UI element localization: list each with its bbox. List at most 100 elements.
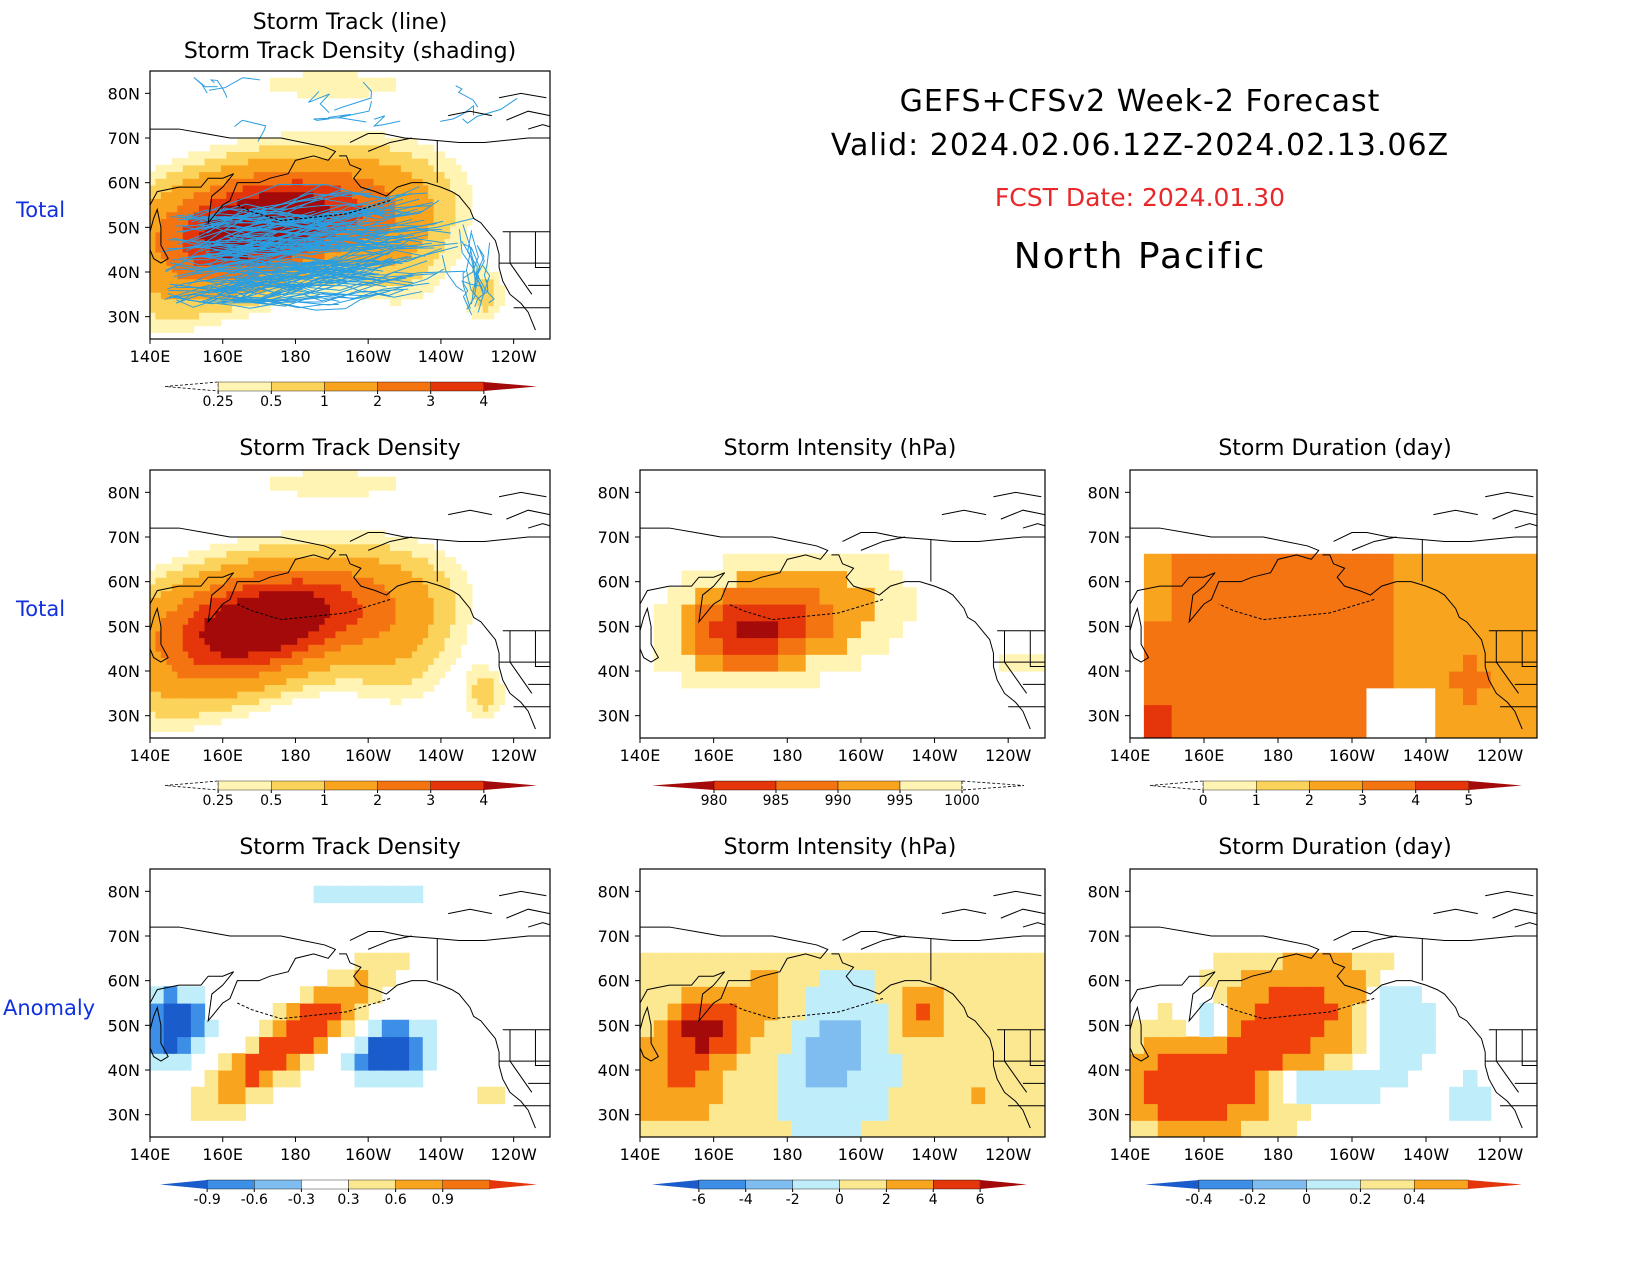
colorbar: 980 985 990 995 1000 bbox=[652, 780, 1025, 809]
plot-frame bbox=[1129, 469, 1538, 739]
lat-tick-label: 70N bbox=[108, 528, 140, 547]
colorbar-label: 1000 bbox=[944, 793, 980, 809]
lat-tick-label: 30N bbox=[108, 1106, 140, 1125]
colorbar-label: 5 bbox=[1464, 793, 1473, 809]
panel-subtitle: Storm Track Density (shading) bbox=[183, 39, 517, 64]
lon-tick-label: 160E bbox=[202, 746, 243, 765]
panel-title: Storm Intensity (hPa) bbox=[723, 835, 957, 860]
lat-tick-label: 80N bbox=[1088, 483, 1120, 502]
coastlines bbox=[1130, 491, 1537, 730]
lon-tick-label: 120W bbox=[490, 347, 537, 366]
colorbar-swatch bbox=[217, 780, 272, 791]
lon-tick-label: 160E bbox=[202, 347, 243, 366]
colorbar-swatch bbox=[961, 780, 1025, 791]
colorbar-label: 0.4 bbox=[1403, 1192, 1425, 1208]
lat-tick-label: 50N bbox=[108, 218, 140, 237]
colorbar-label: 0.25 bbox=[203, 394, 234, 410]
colorbar-swatch bbox=[1149, 780, 1204, 791]
colorbar-swatch bbox=[324, 780, 378, 791]
colorbar-swatch bbox=[886, 1179, 934, 1190]
lat-tick-label: 60N bbox=[598, 573, 630, 592]
lon-tick-label: 140E bbox=[620, 1145, 661, 1164]
colorbar-swatch bbox=[206, 1179, 255, 1190]
colorbar-label: 4 bbox=[479, 793, 488, 809]
colorbar-label: -0.2 bbox=[1239, 1192, 1266, 1208]
lat-tick-label: 70N bbox=[1088, 528, 1120, 547]
colorbar-swatch bbox=[1198, 1179, 1253, 1190]
lon-tick-label: 160W bbox=[345, 1145, 392, 1164]
colorbar-label: 0.5 bbox=[260, 793, 282, 809]
colorbar: 0 1 2 3 4 5 bbox=[1149, 780, 1522, 809]
colorbar-swatch bbox=[837, 780, 901, 791]
panel-title: Storm Track Density bbox=[239, 436, 461, 461]
colorbar-swatch bbox=[1415, 780, 1470, 791]
colorbar-swatch bbox=[377, 780, 431, 791]
lon-tick-label: 160E bbox=[1184, 1145, 1225, 1164]
colorbar-swatch bbox=[1145, 1180, 1199, 1189]
lon-tick-label: 140W bbox=[1403, 1145, 1450, 1164]
row-label-middle: Total bbox=[16, 597, 66, 621]
lon-tick-label: 180 bbox=[280, 347, 311, 366]
lon-tick-label: 160W bbox=[345, 347, 392, 366]
lon-tick-label: 160E bbox=[693, 1145, 734, 1164]
lon-tick-label: 180 bbox=[772, 746, 803, 765]
colorbar-swatch bbox=[839, 1179, 887, 1190]
row-label-bottom: Anomaly bbox=[3, 996, 96, 1020]
lon-tick-label: 160W bbox=[1329, 746, 1376, 765]
colorbar-label: 0.9 bbox=[432, 1192, 454, 1208]
colorbar-swatch bbox=[1360, 1179, 1415, 1190]
map-field bbox=[640, 890, 1045, 1137]
colorbar-swatch bbox=[1252, 1179, 1307, 1190]
lat-tick-label: 40N bbox=[1088, 662, 1120, 681]
lat-tick-label: 70N bbox=[1088, 927, 1120, 946]
colorbar-label: 990 bbox=[825, 793, 852, 809]
lon-tick-label: 140E bbox=[130, 1145, 171, 1164]
colorbar-label: 0 bbox=[835, 1192, 844, 1208]
colorbar-label: -6 bbox=[692, 1192, 706, 1208]
colorbar-label: 3 bbox=[1358, 793, 1367, 809]
lon-tick-label: 140E bbox=[1110, 746, 1151, 765]
colorbar: 0.25 0.5 1 2 3 4 bbox=[164, 780, 537, 809]
colorbar-label: 1 bbox=[320, 394, 329, 410]
colorbar-label: 1 bbox=[320, 793, 329, 809]
plot-frame bbox=[639, 469, 1046, 739]
panel-title: Storm Track (line) bbox=[252, 10, 448, 35]
lon-tick-label: 120W bbox=[985, 1145, 1032, 1164]
panel-title: Storm Duration (day) bbox=[1218, 436, 1452, 461]
coastlines bbox=[640, 890, 1045, 1129]
colorbar-swatch bbox=[160, 1180, 208, 1189]
colorbar-label: 4 bbox=[479, 394, 488, 410]
colorbar-swatch bbox=[442, 1179, 491, 1190]
lat-tick-label: 50N bbox=[598, 617, 630, 636]
colorbar-label: -0.3 bbox=[288, 1192, 315, 1208]
colorbar-swatch bbox=[745, 1179, 793, 1190]
colorbar-label: 6 bbox=[976, 1192, 985, 1208]
colorbar-swatch bbox=[1414, 1179, 1469, 1190]
lon-tick-label: 180 bbox=[280, 746, 311, 765]
colorbar-swatch bbox=[164, 381, 219, 392]
lon-tick-label: 160E bbox=[202, 1145, 243, 1164]
colorbar: -0.9 -0.6 -0.3 0.3 0.6 0.9 bbox=[160, 1179, 537, 1208]
lon-tick-label: 140E bbox=[1110, 1145, 1151, 1164]
colorbar-swatch bbox=[271, 780, 325, 791]
lon-tick-label: 160E bbox=[1184, 746, 1225, 765]
colorbar-label: 0.2 bbox=[1349, 1192, 1371, 1208]
colorbar-swatch bbox=[164, 780, 219, 791]
lat-tick-label: 80N bbox=[598, 483, 630, 502]
colorbar-swatch bbox=[792, 1179, 840, 1190]
colorbar-swatch bbox=[652, 1180, 699, 1189]
map-field bbox=[150, 470, 550, 732]
colorbar-swatch bbox=[1468, 1180, 1522, 1189]
lon-tick-label: 160W bbox=[838, 1145, 885, 1164]
row-label-top: Total bbox=[16, 198, 66, 222]
lat-tick-label: 40N bbox=[108, 263, 140, 282]
lon-tick-label: 160W bbox=[1329, 1145, 1376, 1164]
colorbar-swatch bbox=[483, 781, 537, 790]
lat-tick-label: 60N bbox=[1088, 573, 1120, 592]
map-field bbox=[150, 885, 550, 1129]
lat-tick-label: 50N bbox=[598, 1016, 630, 1035]
colorbar-label: 0.5 bbox=[260, 394, 282, 410]
panel-title: Storm Duration (day) bbox=[1218, 835, 1452, 860]
colorbar-label: 0 bbox=[1302, 1192, 1311, 1208]
